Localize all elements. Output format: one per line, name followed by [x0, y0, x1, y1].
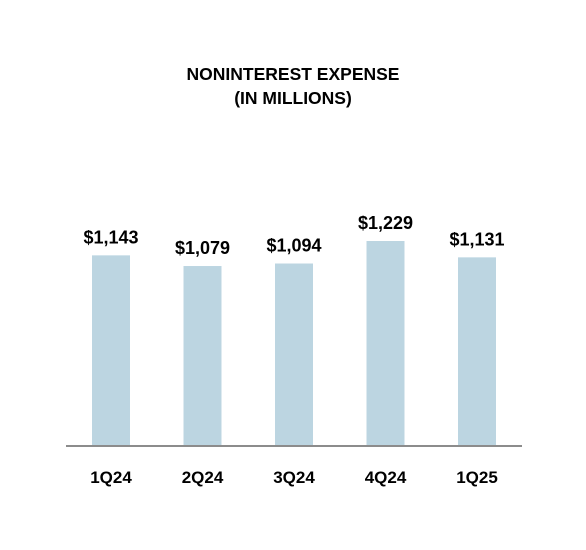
chart-title: NONINTEREST EXPENSE (IN MILLIONS): [0, 62, 586, 110]
value-label-4q24: $1,229: [358, 213, 413, 233]
category-label-1q24: 1Q24: [90, 468, 132, 487]
bar-4q24: [366, 241, 405, 446]
value-label-1q24: $1,143: [83, 227, 138, 247]
bar-1q25: [458, 257, 496, 446]
chart-title-line-2: (IN MILLIONS): [234, 88, 352, 108]
value-label-3q24: $1,094: [266, 236, 321, 256]
bar-2q24: [183, 266, 222, 446]
value-label-2q24: $1,079: [175, 238, 230, 258]
category-label-1q25: 1Q25: [456, 468, 498, 487]
bar-1q24: [92, 255, 130, 446]
category-label-4q24: 4Q24: [365, 468, 407, 487]
category-label-2q24: 2Q24: [182, 468, 224, 487]
category-label-3q24: 3Q24: [273, 468, 315, 487]
bar-3q24: [275, 263, 313, 446]
chart-title-line-1: NONINTEREST EXPENSE: [186, 64, 400, 84]
value-label-1q25: $1,131: [449, 229, 504, 249]
